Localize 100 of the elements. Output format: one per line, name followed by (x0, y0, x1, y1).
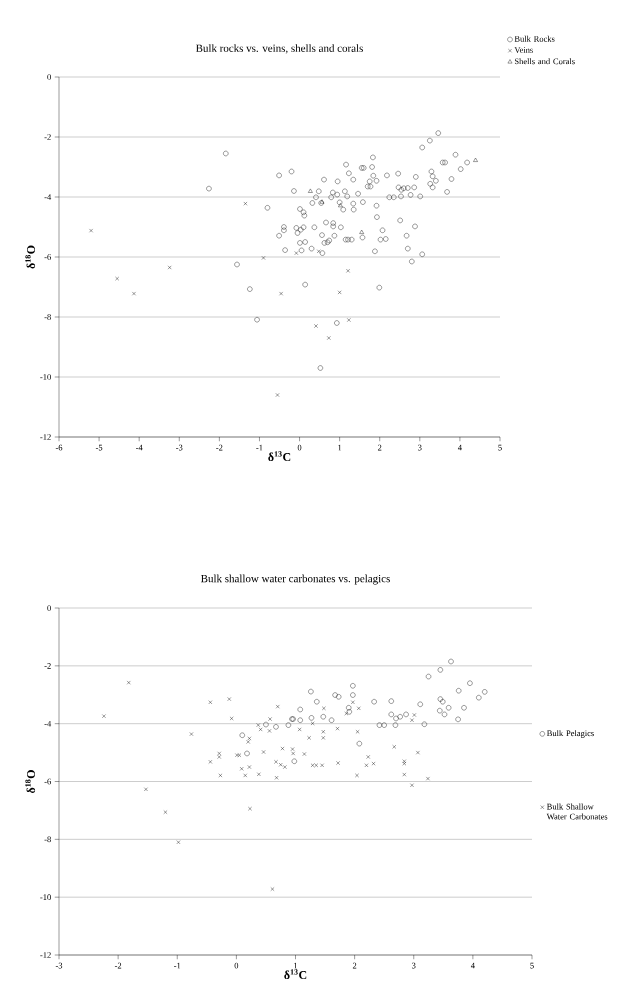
point (346, 705, 352, 711)
point (437, 667, 443, 673)
point (388, 698, 394, 704)
point (328, 717, 335, 723)
x-tick-label: -5 (95, 444, 103, 451)
point (346, 318, 351, 322)
point (417, 701, 423, 707)
point (297, 717, 303, 723)
x-tick-label: 3 (412, 962, 416, 969)
point (455, 716, 461, 722)
point (437, 708, 443, 714)
point (320, 714, 326, 720)
x-tick-label: -1 (256, 444, 263, 451)
point (388, 711, 394, 718)
point (467, 680, 473, 686)
point (437, 696, 443, 702)
point (473, 157, 478, 162)
point (337, 290, 342, 295)
x-tick-label: 4 (470, 962, 475, 969)
point (291, 758, 297, 764)
x-tick-label: 4 (457, 444, 462, 451)
point (371, 699, 377, 705)
x-tick-label: 1 (338, 444, 342, 451)
x-tick-label: -1 (174, 962, 181, 969)
x-tick-label: 1 (294, 962, 298, 969)
point (244, 750, 250, 757)
point (346, 709, 352, 715)
y-axis-title: δ$^{18}$O (25, 770, 36, 794)
point (461, 705, 467, 711)
legend-label: Bulk Shallow Water Carbonates (546, 803, 608, 820)
x-tick-label: -2 (216, 444, 223, 451)
point (359, 229, 364, 234)
y-tick-label: -8 (44, 314, 51, 320)
point (440, 699, 446, 705)
legend-label: Bulk Rocks (514, 35, 555, 42)
chart-title: Bulk rocks vs. veins, shells and corals (195, 44, 363, 54)
y-tick-label: 0 (47, 74, 51, 80)
y-tick-label: -2 (44, 134, 51, 140)
point (167, 265, 172, 270)
x-tick-label: 3 (418, 444, 422, 451)
y-tick-label: 0 (47, 605, 51, 611)
point (132, 291, 136, 296)
point (89, 228, 93, 233)
point (279, 291, 283, 296)
point (239, 732, 245, 738)
x-axis-title: δ$^{13}$C (268, 451, 291, 462)
x-tick-label: 5 (498, 444, 502, 451)
point (338, 203, 343, 208)
x-tick-label: -3 (176, 444, 183, 451)
point (376, 722, 383, 728)
x-axis-title: δ$^{13}$C (284, 969, 307, 980)
point (456, 688, 462, 694)
x-tick-label: 0 (234, 962, 239, 969)
point (350, 692, 356, 698)
point (421, 721, 427, 727)
legend-label: Shells and Corals (514, 58, 575, 65)
x-tick-label: -6 (55, 444, 63, 451)
point (308, 715, 315, 721)
point (326, 336, 331, 340)
y-tick-label: -6 (44, 254, 51, 260)
point (273, 724, 279, 730)
point (336, 694, 342, 700)
point (294, 251, 299, 255)
point (308, 688, 314, 695)
y-tick-label: -6 (44, 778, 51, 785)
point (397, 714, 403, 720)
y-tick-label: -10 (40, 894, 51, 901)
point (314, 699, 320, 705)
y-tick-label: -4 (44, 194, 52, 200)
point (350, 683, 356, 689)
point (243, 201, 248, 206)
point (275, 393, 280, 397)
y-axis-title: δ$^{18}$O (25, 245, 36, 269)
point (403, 711, 409, 718)
point (261, 256, 266, 260)
x-tick-label: 2 (377, 444, 382, 451)
point (285, 722, 291, 728)
x-tick-label: 5 (530, 962, 534, 969)
y-tick-label: -10 (40, 374, 51, 380)
y-tick-label: -4 (44, 720, 52, 727)
point (393, 715, 399, 722)
point (476, 695, 482, 701)
point (441, 711, 448, 718)
x-tick-label: 0 (297, 444, 302, 451)
y-tick-label: -8 (44, 836, 51, 843)
point (115, 276, 120, 281)
point (316, 249, 321, 254)
point (392, 722, 399, 728)
y-tick-label: -12 (40, 952, 51, 958)
point (308, 188, 313, 193)
point (381, 722, 387, 728)
point (425, 673, 432, 680)
point (346, 268, 350, 273)
point (356, 741, 362, 747)
x-tick-label: -3 (55, 962, 63, 969)
y-tick-label: -2 (44, 663, 51, 669)
point (319, 199, 325, 204)
point (446, 705, 452, 711)
point (297, 706, 303, 713)
y-tick-label: -12 (40, 434, 51, 440)
